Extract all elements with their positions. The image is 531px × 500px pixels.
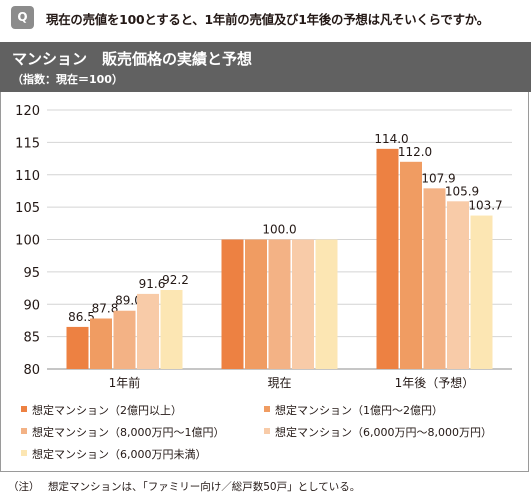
x-tick-label: 現在 [267, 376, 291, 390]
bar [292, 239, 314, 369]
bar [423, 188, 446, 369]
data-label: 91.6 [139, 277, 166, 291]
bar [315, 239, 338, 369]
y-tick-label: 90 [23, 298, 40, 313]
legend-swatch [21, 450, 27, 456]
bar [221, 239, 244, 369]
legend-label: 想定マンション（2億円以上） [32, 403, 182, 417]
legend-swatch [264, 428, 270, 434]
bar [113, 310, 136, 369]
data-label: 86.5 [68, 310, 95, 324]
data-label: 107.9 [421, 171, 455, 185]
footnote-text: 想定マンションは、「ファミリー向け／総戸数50戸」としている。 [48, 481, 361, 493]
bar [90, 318, 112, 369]
legend-swatch [21, 406, 27, 412]
data-label: 92.2 [162, 273, 189, 287]
bar [245, 239, 267, 369]
bar [160, 290, 183, 369]
chart-title: マンション 販売価格の実績と予想 [12, 50, 253, 68]
question-row: Q 現在の売値を100とすると、1年前の売値及び1年後の予想は凡そいくらですか。 [0, 0, 531, 36]
legend-label: 想定マンション（6,000万円～8,000万円） [275, 425, 492, 439]
y-tick-label: 115 [15, 136, 40, 151]
data-label: 114.0 [374, 132, 408, 146]
y-tick-label: 95 [23, 266, 40, 281]
x-tick-label: 1年後（予想） [395, 375, 475, 390]
legend-swatch [21, 428, 27, 434]
legend-label: 想定マンション（1億円～2億円） [275, 403, 443, 417]
bar [66, 326, 89, 369]
footnote: （注） 想定マンションは、「ファミリー向け／総戸数50戸」としている。 [8, 479, 360, 494]
question-badge: Q [11, 6, 34, 29]
legend-label: 想定マンション（8,000万円～1億円） [32, 425, 225, 439]
x-tick-label: 1年前 [109, 375, 141, 390]
y-tick-label: 105 [15, 201, 40, 216]
chart-subtitle: （指数：現在＝100） [12, 73, 123, 86]
data-label: 103.7 [468, 199, 502, 213]
bar [470, 215, 493, 369]
footnote-label: （注） [8, 481, 40, 493]
bar [268, 239, 291, 369]
chart-header: マンション 販売価格の実績と予想 （指数：現在＝100） [0, 42, 531, 92]
data-label: 89.0 [115, 294, 142, 308]
legend-label: 想定マンション（6,000万円未満） [32, 447, 207, 461]
bar [400, 161, 422, 369]
bar [447, 201, 469, 369]
y-tick-label: 80 [23, 363, 40, 378]
y-tick-label: 110 [15, 169, 40, 184]
chart-frame [0, 92, 529, 472]
bar-chart: 80 85 90 95 100 105 110 115 120 86.587.889.0 91.69… [15, 104, 512, 461]
y-tick-label: 120 [15, 104, 40, 119]
bar [376, 148, 399, 369]
question-text: 現在の売値を100とすると、1年前の売値及び1年後の予想は凡そいくらですか。 [46, 12, 489, 27]
data-label: 100.0 [262, 223, 296, 237]
data-label: 112.0 [398, 145, 432, 159]
data-label: 87.8 [92, 301, 119, 315]
legend-swatch [264, 406, 270, 412]
bar [137, 293, 159, 369]
data-label: 105.9 [445, 184, 479, 198]
y-tick-label: 100 [15, 234, 40, 249]
y-tick-label: 85 [23, 331, 40, 346]
